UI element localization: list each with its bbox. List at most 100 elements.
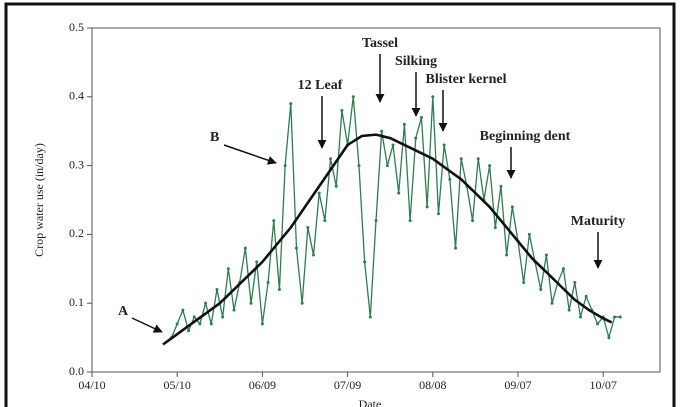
point [323, 219, 327, 223]
frame [4, 2, 676, 407]
point [499, 184, 503, 188]
point [613, 315, 617, 319]
plot-area [91, 27, 661, 373]
x-tick-label: 05/10 [164, 378, 191, 392]
y-tick-label: 0.2 [69, 226, 84, 240]
point [215, 287, 219, 291]
annotation: Beginning dent [480, 129, 571, 144]
point [334, 184, 338, 188]
point [192, 315, 196, 319]
point [402, 122, 406, 126]
point [340, 109, 344, 113]
annotation: A [118, 304, 129, 319]
point [243, 246, 247, 250]
line [170, 96, 621, 341]
point [277, 287, 281, 291]
point [232, 308, 236, 312]
x-tick-label: 10/07 [590, 378, 617, 392]
point [329, 157, 333, 161]
point [272, 219, 276, 223]
point [408, 219, 412, 223]
point [584, 294, 588, 298]
x-tick-label: 08/08 [419, 378, 446, 392]
point [181, 308, 185, 312]
point [198, 322, 202, 326]
point [522, 281, 526, 285]
point [573, 281, 577, 285]
point [448, 177, 452, 181]
annotation: Silking [395, 54, 437, 69]
annotation: B [210, 130, 219, 145]
point [419, 115, 423, 119]
point [289, 102, 293, 106]
point [607, 336, 611, 340]
point [283, 164, 287, 168]
point [544, 253, 548, 257]
point [306, 226, 310, 230]
point [488, 164, 492, 168]
line [162, 133, 613, 346]
point [249, 301, 253, 305]
point [527, 232, 531, 236]
point [425, 205, 429, 209]
point [505, 253, 509, 257]
point [471, 219, 475, 223]
point [414, 136, 418, 140]
point [431, 95, 435, 99]
point [454, 246, 458, 250]
annotation-arrow [131, 317, 163, 333]
point [459, 157, 463, 161]
point [209, 322, 213, 326]
point [561, 267, 565, 271]
point [567, 308, 571, 312]
point [380, 129, 384, 133]
annotation: 12 Leaf [298, 78, 343, 93]
point [266, 281, 270, 285]
point [596, 322, 600, 326]
point [255, 260, 259, 264]
y-axis-label: Crop water use (in/day) [32, 143, 46, 257]
y-tick-label: 0.3 [69, 157, 84, 171]
y-tick-label: 0.0 [69, 364, 84, 378]
point [368, 315, 372, 319]
point [493, 226, 497, 230]
x-axis-label: Date [359, 397, 382, 407]
x-tick-label: 06/09 [249, 378, 276, 392]
point [260, 322, 264, 326]
point [578, 315, 582, 319]
y-tick-label: 0.4 [69, 89, 84, 103]
annotation: Maturity [571, 214, 625, 229]
point [436, 212, 440, 216]
point [374, 219, 378, 223]
point [187, 329, 191, 333]
point [294, 246, 298, 250]
point [442, 143, 446, 147]
annotation-arrow [223, 144, 277, 165]
point [363, 260, 367, 264]
x-tick-label: 04/10 [78, 378, 105, 392]
point [300, 301, 304, 305]
point [221, 315, 225, 319]
point [351, 95, 355, 99]
y-tick-label: 0.5 [69, 20, 84, 34]
point [539, 287, 543, 291]
point [226, 267, 230, 271]
point [317, 191, 321, 195]
point [618, 315, 622, 319]
point [550, 301, 554, 305]
point [510, 205, 514, 209]
point [175, 322, 179, 326]
point [385, 164, 389, 168]
annotation: Blister kernel [425, 72, 506, 87]
x-tick-label: 09/07 [504, 378, 531, 392]
annotation: Tassel [362, 36, 398, 51]
y-tick-label: 0.1 [69, 295, 84, 309]
point [312, 253, 316, 257]
point [397, 191, 401, 195]
point [357, 164, 361, 168]
point [391, 143, 395, 147]
x-tick-label: 07/09 [334, 378, 361, 392]
point [476, 157, 480, 161]
